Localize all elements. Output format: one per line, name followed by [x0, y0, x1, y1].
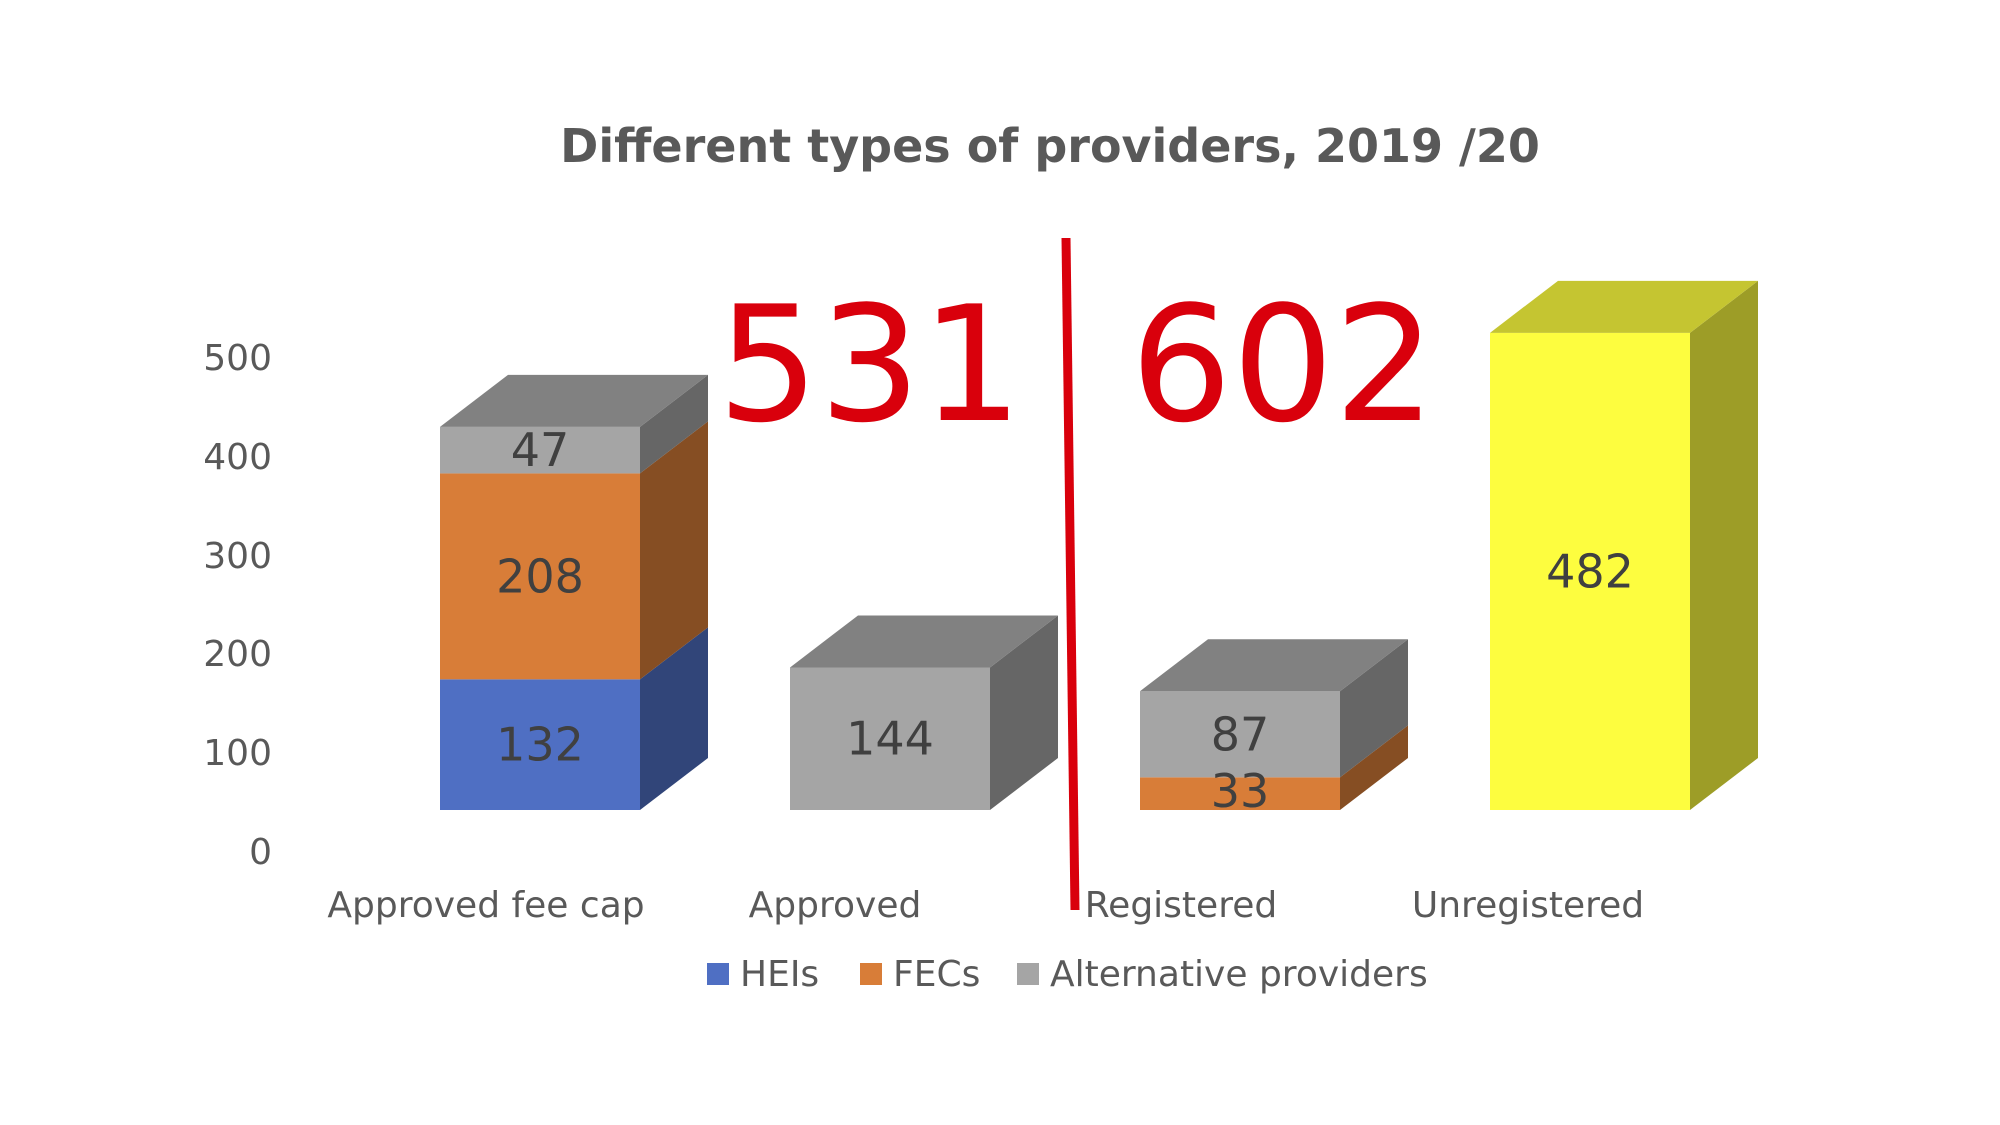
bar-front [1140, 777, 1340, 810]
data-label: 132 [496, 718, 584, 772]
category-label: Registered [1085, 885, 1277, 926]
y-tick-label: 400 [203, 437, 272, 478]
y-tick-label: 300 [203, 536, 272, 577]
data-label: 482 [1546, 544, 1634, 598]
legend-swatch [860, 963, 882, 985]
bar-side [640, 374, 708, 474]
data-label: 47 [511, 423, 570, 477]
category-label: Approved fee cap [327, 885, 644, 926]
legend-label: FECs [893, 954, 980, 995]
y-tick-label: 0 [249, 832, 272, 873]
bar-side [1340, 725, 1408, 810]
bar-front [1490, 332, 1690, 810]
bar-side [640, 421, 708, 680]
bar-top [790, 615, 1058, 668]
category-label: Approved [749, 885, 922, 926]
data-label: 144 [846, 712, 934, 766]
y-tick-label: 100 [203, 733, 272, 774]
divider-line [1061, 237, 1080, 911]
legend-label: Alternative providers [1050, 954, 1428, 995]
bar-top [440, 374, 708, 427]
bar-front [440, 426, 640, 474]
data-label: 208 [496, 549, 584, 603]
bar-front [440, 679, 640, 810]
bar-side [1690, 280, 1758, 810]
bar-top [1490, 280, 1758, 333]
bar-side [1340, 639, 1408, 778]
legend-label: HEIs [740, 954, 819, 995]
bar-front [1140, 691, 1340, 778]
bar-front [790, 667, 990, 810]
data-label: 87 [1211, 707, 1270, 761]
category-label: Unregistered [1412, 885, 1644, 926]
chart-title: Different types of providers, 2019 /20 [560, 119, 1540, 173]
y-tick-label: 200 [203, 634, 272, 675]
legend-swatch [1017, 963, 1039, 985]
y-tick-label: 500 [203, 338, 272, 379]
legend-swatch [707, 963, 729, 985]
legend: HEIs FECs Alternative providers [707, 954, 1428, 995]
bar-front [440, 473, 640, 680]
data-label: 33 [1211, 764, 1270, 818]
total-right: 602 [1130, 271, 1435, 458]
bar-top [1140, 639, 1408, 692]
total-left: 531 [717, 271, 1022, 458]
bar-side [990, 615, 1058, 810]
bar-side [640, 627, 708, 810]
